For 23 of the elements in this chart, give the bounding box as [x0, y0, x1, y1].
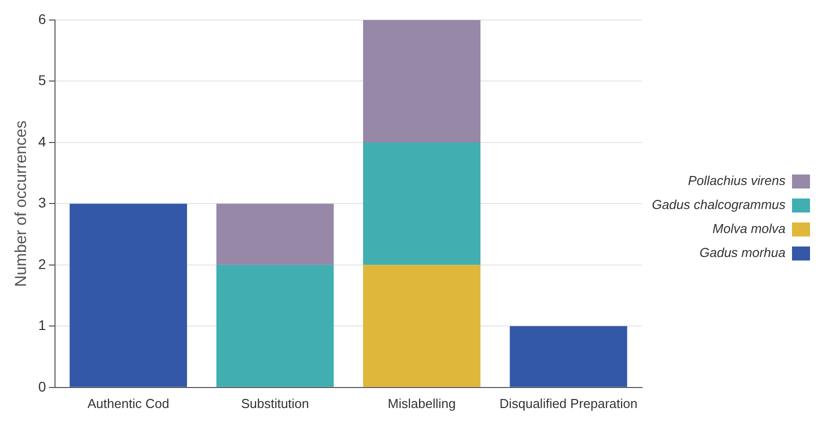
- y-axis-title: Number of occurrences: [13, 120, 30, 287]
- y-tick-label: 1: [38, 317, 46, 334]
- bar: [216, 204, 334, 265]
- x-tick-label: Mislabelling: [388, 396, 456, 411]
- bar: [363, 264, 480, 387]
- y-tick-label: 2: [38, 256, 46, 272]
- legend-label: Gadus morhua: [700, 245, 786, 260]
- legend-label: Molva molva: [712, 221, 786, 236]
- y-tick-label: 3: [38, 194, 46, 211]
- bar: [510, 326, 628, 387]
- bar: [363, 142, 480, 265]
- x-tick-label: Substitution: [241, 396, 310, 411]
- bar: [363, 20, 480, 142]
- bar: [216, 264, 334, 387]
- bar: [70, 204, 188, 387]
- y-tick-label: 5: [38, 72, 46, 88]
- y-tick-label: 6: [38, 10, 46, 27]
- x-tick-label: Disqualified Preparation: [499, 396, 638, 411]
- y-tick-label: 0: [38, 378, 46, 394]
- legend-label: Pollachius virens: [688, 173, 786, 188]
- x-tick-label: Authentic Cod: [88, 396, 170, 411]
- y-tick-label: 4: [38, 133, 46, 150]
- legend-label: Gadus chalcogrammus: [652, 197, 786, 212]
